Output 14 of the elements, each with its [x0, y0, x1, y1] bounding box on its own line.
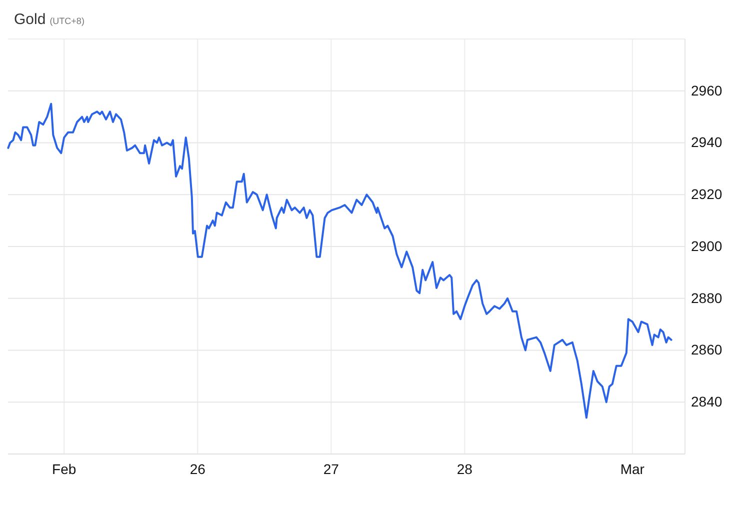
y-tick-label: 2860: [691, 342, 722, 358]
x-tick-label: 28: [456, 460, 473, 477]
x-tick-label: Feb: [52, 460, 76, 477]
y-tick-label: 2940: [691, 134, 722, 150]
x-tick-label: Mar: [620, 460, 645, 477]
y-tick-label: 2900: [691, 238, 722, 254]
y-tick-label: 2920: [691, 186, 722, 202]
x-tick-label: 27: [323, 460, 340, 477]
x-tick-label: 26: [190, 460, 206, 477]
chart-title: Gold: [14, 11, 46, 28]
chart-subtitle: (UTC+8): [50, 16, 84, 26]
y-tick-label: 2960: [691, 82, 722, 98]
y-tick-label: 2880: [691, 290, 722, 306]
y-tick-label: 2840: [691, 394, 722, 410]
